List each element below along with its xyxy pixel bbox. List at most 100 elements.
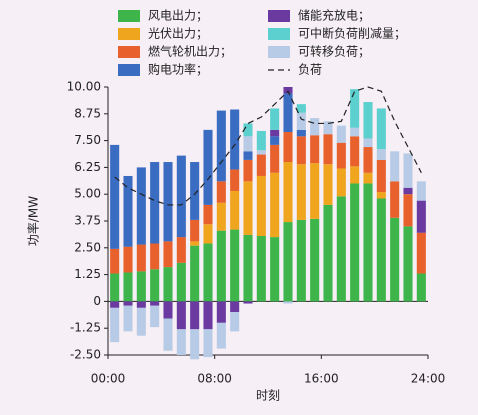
bar-segment [203, 129, 213, 205]
legend-label: 燃气轮机出力； [148, 44, 232, 59]
bar-segment [403, 153, 413, 188]
bar-segment [270, 129, 280, 137]
bar-segment [416, 273, 426, 302]
legend-swatch [268, 28, 290, 40]
bar-segment [363, 147, 373, 173]
bar-segment [203, 301, 213, 330]
bar-segment [203, 204, 213, 225]
bar-segment [110, 301, 120, 308]
bar-segment [296, 164, 306, 220]
bar-segment [123, 301, 133, 306]
bar-segment [323, 164, 333, 205]
y-tick-label: 8.75 [74, 106, 101, 120]
legend-label: 可中断负荷削减量； [298, 26, 406, 41]
bar-segment [243, 301, 253, 304]
bar-segment [283, 132, 293, 163]
bar-segment [390, 217, 400, 302]
bar-segment [216, 110, 226, 182]
bar-segment [123, 246, 133, 273]
bar-segment [363, 102, 373, 139]
bar-segment [256, 236, 266, 302]
bar-segment [110, 273, 120, 302]
bar-segment [390, 181, 400, 218]
bar-segment [163, 318, 173, 351]
bar-segment [336, 168, 346, 197]
x-axis-title: 时刻 [256, 389, 280, 403]
bar-segment [296, 129, 306, 137]
bar-segment [296, 136, 306, 165]
bar-segment [256, 154, 266, 176]
bar-segment [150, 162, 160, 244]
bar-segment [190, 241, 200, 246]
bar-segment [376, 192, 386, 199]
bar-segment [216, 230, 226, 302]
bar-segment [123, 175, 133, 247]
bar-segment [336, 125, 346, 143]
bar-segment [336, 142, 346, 169]
legend-label: 储能充放电； [298, 8, 370, 23]
legend-label: 可转移负荷； [298, 44, 370, 59]
bar-segment [123, 272, 133, 302]
bar-segment [403, 187, 413, 195]
bar-segment [190, 245, 200, 302]
bar-segment [216, 181, 226, 203]
bar-segment [136, 301, 146, 308]
bar-segment [110, 248, 120, 274]
bar-segment [350, 127, 360, 137]
bar-segment [363, 172, 373, 184]
bar-segment [163, 267, 173, 302]
bar-segment [176, 329, 186, 355]
bar-segment [123, 305, 133, 332]
x-tick-label: 16:00 [304, 372, 339, 386]
legend-swatch [118, 46, 140, 58]
bar-segment [163, 301, 173, 319]
bar-segment [230, 169, 240, 191]
y-tick-label: 7.50 [74, 133, 101, 147]
bar-segment [376, 149, 386, 160]
x-tick-label: 00:00 [91, 372, 126, 386]
load-line [114, 86, 422, 206]
legend-swatch [268, 10, 290, 22]
bar-segment [243, 181, 253, 235]
bar-segment [376, 198, 386, 302]
bar-segment [203, 329, 213, 358]
bar-segment [296, 219, 306, 302]
y-tick-label: 6.25 [74, 160, 101, 174]
y-tick-label: -1.25 [70, 321, 101, 335]
bar-segment [363, 138, 373, 148]
bar-segment [323, 204, 333, 302]
bar-segment [270, 108, 280, 130]
legend-swatch [268, 46, 290, 58]
bar-segment [203, 243, 213, 302]
bar-segment [283, 162, 293, 223]
bar-segment [256, 150, 266, 155]
bar-segment [270, 237, 280, 302]
bar-segment [216, 301, 226, 323]
bar-segment [190, 329, 200, 360]
bar-segment [323, 134, 333, 165]
y-tick-label: 3.75 [74, 214, 101, 228]
bar-segment [283, 87, 293, 94]
bar-segment [390, 151, 400, 182]
legend-label: 负荷 [298, 63, 322, 77]
bar-segment [136, 167, 146, 245]
bar-segment [203, 224, 213, 244]
x-tick-label: 24:00 [411, 372, 446, 386]
bar-segment [190, 301, 200, 330]
bar-segment [323, 121, 333, 135]
bar-segment [243, 123, 253, 137]
x-tick-label: 08:00 [197, 372, 232, 386]
bar-segment [310, 135, 320, 164]
bar-segment [350, 183, 360, 302]
bar-segment [230, 190, 240, 230]
y-tick-label: -2.50 [70, 348, 101, 362]
legend-label: 风电出力； [148, 9, 208, 23]
bar-segment [163, 241, 173, 268]
bar-segment [176, 155, 186, 238]
bar-segment [243, 159, 253, 182]
bar-segment [136, 307, 146, 336]
y-tick-label: 10.00 [67, 80, 101, 94]
bar-segment [350, 136, 360, 167]
bar-segment [110, 307, 120, 343]
